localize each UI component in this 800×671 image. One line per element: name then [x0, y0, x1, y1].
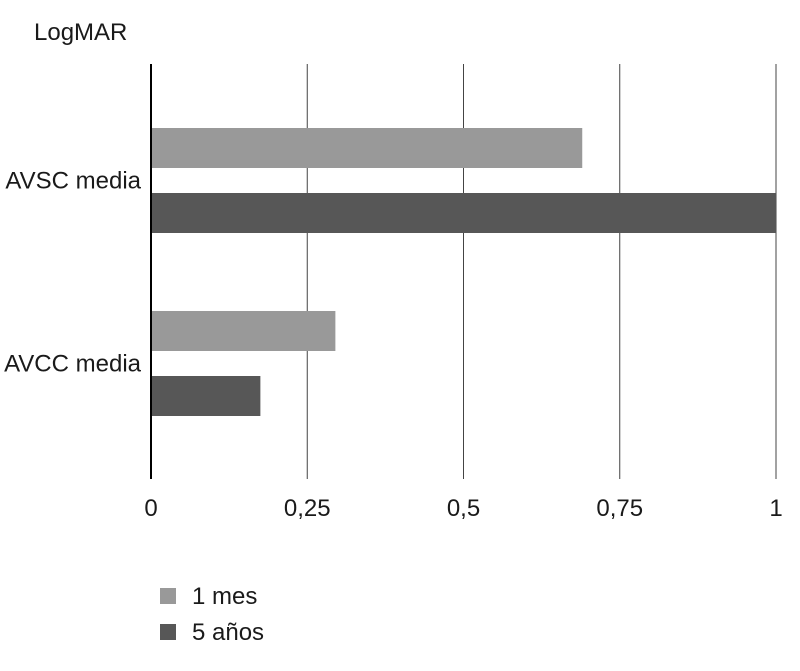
x-tick-label-1: 0,25: [284, 495, 331, 522]
x-tick-labels: 0 0,25 0,5 0,75 1: [144, 495, 782, 522]
category-labels: AVSC media AVCC media: [4, 168, 142, 378]
legend: 1 mes 5 años: [160, 583, 264, 646]
category-label-1: AVCC media: [4, 351, 142, 378]
x-tick-label-4: 1: [769, 495, 782, 522]
bar-1-1: [152, 376, 261, 416]
bar-0-1: [152, 193, 776, 233]
bars: [152, 128, 776, 416]
legend-label-1: 5 años: [192, 619, 264, 646]
x-tick-label-0: 0: [144, 495, 157, 522]
x-tick-label-3: 0,75: [596, 495, 643, 522]
legend-swatch-1: [160, 624, 176, 640]
legend-label-0: 1 mes: [192, 583, 257, 610]
x-tick-label-2: 0,5: [447, 495, 480, 522]
category-label-0: AVSC media: [5, 168, 141, 195]
legend-swatch-0: [160, 588, 176, 604]
bar-0-0: [152, 128, 583, 168]
bar-1-0: [152, 311, 336, 351]
unit-label: LogMAR: [34, 19, 127, 46]
grid: [150, 64, 777, 479]
